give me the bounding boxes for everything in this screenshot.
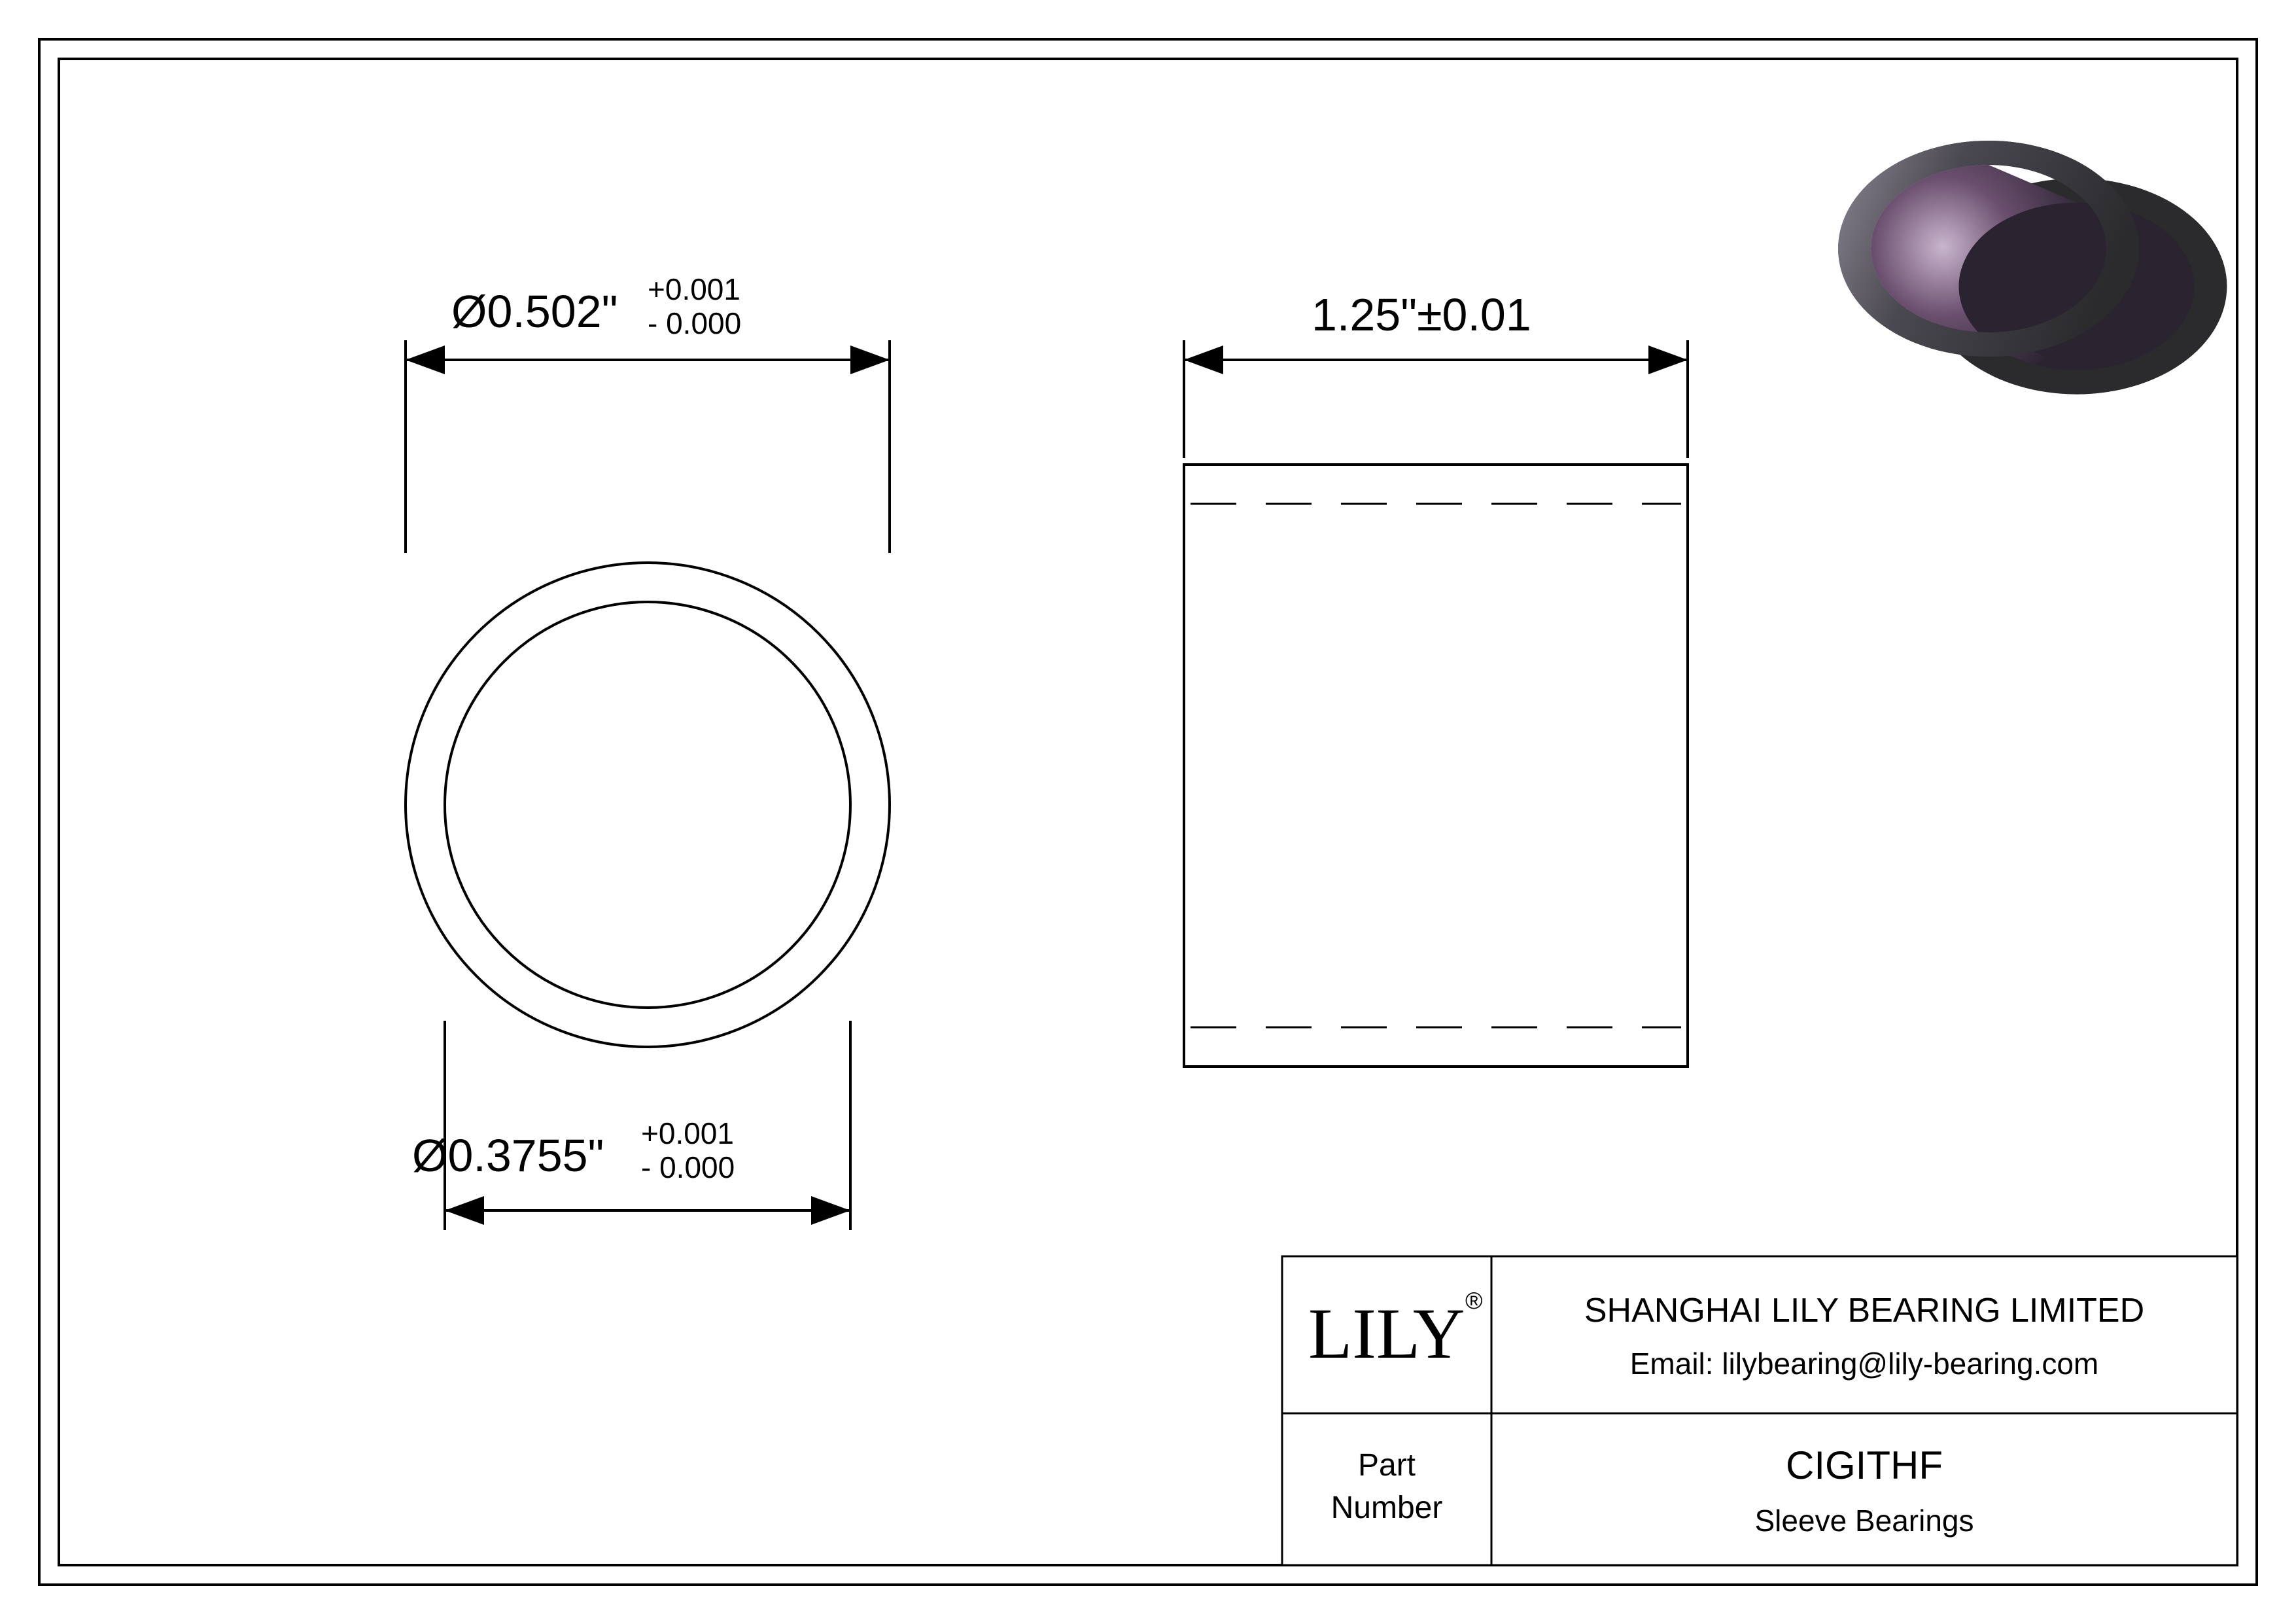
title-block: LILY® SHANGHAI LILY BEARING LIMITED Email:… (1282, 1256, 2237, 1565)
bot-dim-tol-lower: - 0.000 (641, 1150, 735, 1184)
bot-dim-base: Ø0.3755" (412, 1130, 604, 1181)
bot-dim-label: Ø0.3755" (412, 1130, 604, 1181)
top-dim-tol-lower: - 0.000 (648, 306, 741, 340)
top-dim-tol-upper: +0.001 (648, 272, 740, 306)
company-name: SHANGHAI LILY BEARING LIMITED (1584, 1292, 2144, 1330)
logo-text: LILY (1308, 1294, 1465, 1373)
bot-dim-tol-upper: +0.001 (641, 1116, 734, 1150)
part-label-line2: Number (1331, 1491, 1443, 1525)
part-label-line1: Part (1358, 1448, 1416, 1483)
product-name: Sleeve Bearings (1755, 1504, 1974, 1538)
top-dim-label: Ø0.502" (451, 286, 617, 337)
part-number: CIGITHF (1786, 1443, 1943, 1487)
logo-registered: ® (1465, 1287, 1483, 1314)
side-dim-label: 1.25"±0.01 (1312, 289, 1531, 340)
company-email: Email: lilybearing@lily-bearing.com (1630, 1347, 2099, 1381)
top-dim-base: Ø0.502" (451, 286, 617, 337)
